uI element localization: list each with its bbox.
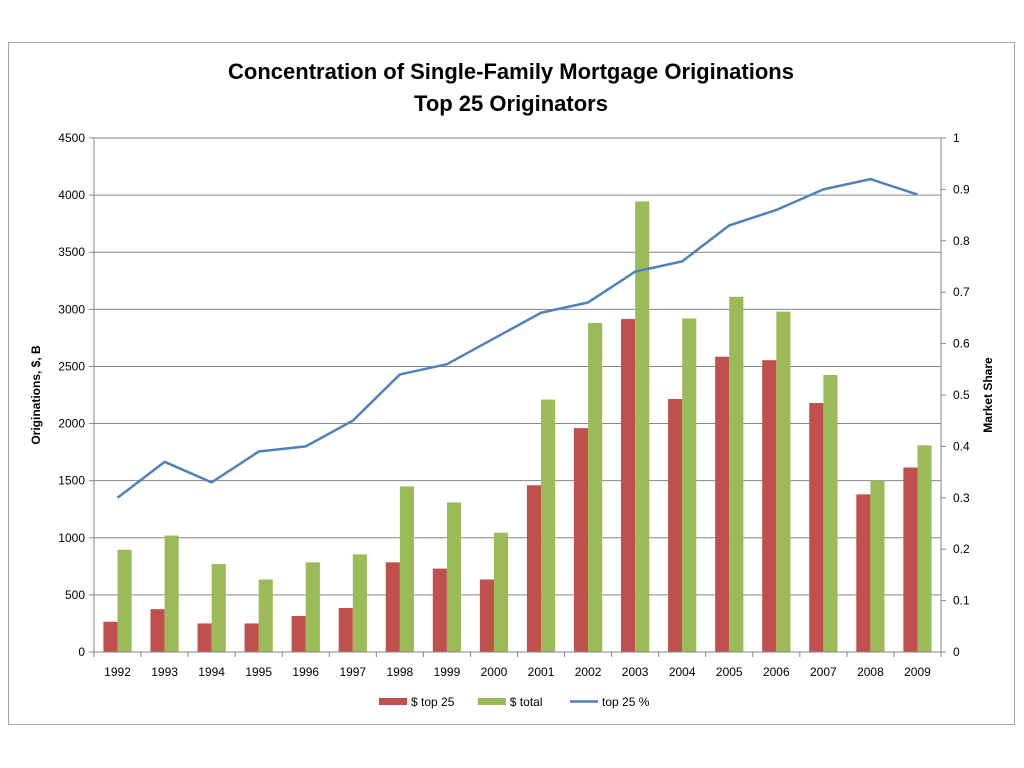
x-tick-label: 1997 — [339, 665, 366, 679]
legend-swatch — [477, 698, 506, 705]
bar-total — [399, 486, 414, 652]
bar-top25 — [338, 608, 353, 652]
x-tick-label: 1993 — [151, 665, 178, 679]
bar-total — [352, 554, 367, 652]
bar-top25 — [150, 609, 165, 652]
x-tick-label: 2007 — [810, 665, 837, 679]
bars-group — [103, 201, 932, 652]
bar-top25 — [762, 360, 777, 652]
y2-tick-label: 0 — [953, 645, 960, 659]
bar-top25 — [526, 485, 542, 652]
bar-total — [117, 549, 132, 652]
line-top25-share — [116, 177, 918, 499]
y2-tick-label: 0.1 — [953, 594, 970, 608]
x-tick-label: 1999 — [434, 665, 461, 679]
bar-top25 — [809, 403, 824, 652]
bar-total — [258, 579, 273, 652]
y2-tick-label: 1 — [953, 131, 960, 145]
x-tick-label: 2005 — [716, 665, 743, 679]
bar-top25 — [197, 623, 212, 652]
x-tick-label: 1994 — [198, 665, 225, 679]
bar-top25 — [715, 356, 730, 652]
bar-total — [635, 201, 650, 652]
bar-total — [164, 535, 179, 652]
y-tick-label: 4000 — [58, 188, 85, 202]
x-tick-label: 2003 — [622, 665, 649, 679]
bar-top25 — [385, 562, 400, 652]
bar-top25 — [479, 579, 494, 652]
x-tick-label: 2000 — [481, 665, 508, 679]
bar-total — [541, 399, 556, 652]
y2-tick-label: 0.4 — [953, 439, 970, 453]
y-tick-label: 1500 — [58, 474, 85, 488]
legend-swatch — [379, 698, 407, 705]
legend: $ top 25 $ total top 25 % — [379, 695, 650, 709]
y2-tick-label: 0.5 — [953, 388, 970, 402]
y2-tick-label: 0.8 — [953, 234, 970, 248]
x-tick-label: 2009 — [904, 665, 931, 679]
x-tick-label: 2006 — [763, 665, 790, 679]
y-tick-label: 2500 — [58, 359, 85, 373]
legend-label: $ total — [510, 695, 543, 709]
y2-tick-label: 0.3 — [953, 491, 970, 505]
x-tick-label: 1995 — [245, 665, 272, 679]
legend-label: top 25 % — [602, 695, 650, 709]
bar-total — [211, 564, 226, 652]
bar-top25 — [244, 623, 259, 652]
chart-subtitle: Top 25 Originators — [414, 91, 608, 116]
axes-group: 0 500 1000 1500 2000 2500 3000 3500 4000 4500 0 0.1… — [58, 131, 970, 679]
y2-tick-label: 0.2 — [953, 542, 970, 556]
x-tick-label: 2008 — [857, 665, 884, 679]
chart-title: Concentration of Single-Family Mortgage … — [228, 59, 794, 84]
bar-total — [729, 296, 744, 652]
bar-total — [917, 445, 932, 652]
y2-axis-label: Market Share — [981, 357, 995, 433]
y-tick-label: 1000 — [58, 531, 85, 545]
y-tick-label: 3000 — [58, 302, 85, 316]
bar-top25 — [621, 319, 636, 652]
bar-total — [446, 502, 462, 652]
bar-total — [682, 318, 697, 652]
bar-top25 — [291, 616, 306, 652]
y-tick-label: 0 — [78, 645, 85, 659]
bar-total — [493, 532, 509, 652]
y-tick-label: 500 — [65, 588, 85, 602]
y-tick-label: 4500 — [58, 131, 85, 145]
y2-tick-label: 0.7 — [953, 285, 970, 299]
bar-top25 — [903, 467, 918, 652]
x-tick-label: 1998 — [387, 665, 414, 679]
bar-top25 — [668, 399, 683, 652]
x-tick-label: 2002 — [575, 665, 602, 679]
bar-top25 — [432, 568, 447, 652]
bar-total — [823, 375, 838, 652]
bar-top25 — [573, 428, 589, 652]
legend-label: $ top 25 — [411, 695, 455, 709]
bar-total — [870, 480, 885, 652]
line-group — [116, 177, 918, 499]
y2-tick-label: 0.6 — [953, 337, 970, 351]
y-tick-label: 3500 — [58, 245, 85, 259]
x-tick-label: 1992 — [104, 665, 131, 679]
bar-top25 — [103, 621, 118, 652]
x-tick-label: 1996 — [292, 665, 319, 679]
bar-top25 — [856, 494, 871, 652]
bar-total — [776, 311, 791, 652]
y-axis-label: Originations, $, B — [29, 345, 43, 445]
y2-tick-label: 0.9 — [953, 182, 970, 196]
x-tick-label: 2001 — [528, 665, 555, 679]
bar-total — [588, 323, 603, 652]
y-tick-label: 2000 — [58, 417, 85, 431]
bar-total — [305, 562, 320, 652]
x-tick-label: 2004 — [669, 665, 696, 679]
